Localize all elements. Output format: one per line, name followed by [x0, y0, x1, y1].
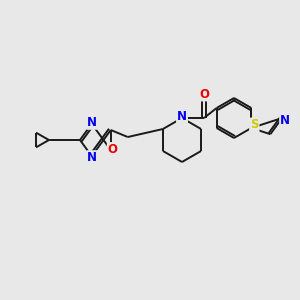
Text: N: N [87, 116, 97, 129]
Text: N: N [280, 115, 290, 128]
Text: O: O [199, 88, 209, 100]
Text: O: O [108, 143, 118, 156]
Text: S: S [250, 118, 259, 131]
Text: N: N [177, 110, 187, 122]
Text: N: N [87, 151, 97, 164]
